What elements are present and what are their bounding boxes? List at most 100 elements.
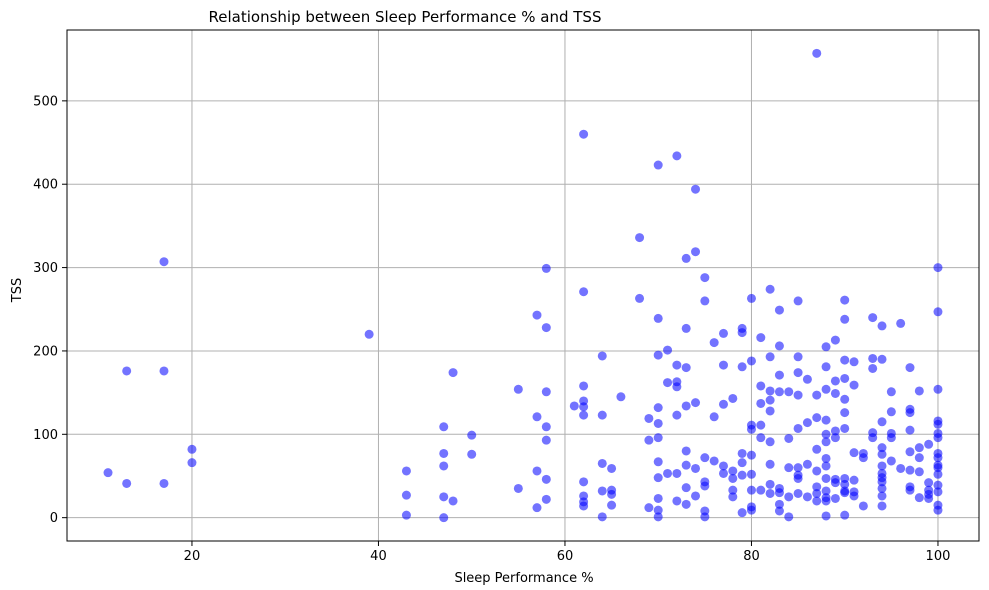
- data-point: [597, 486, 607, 496]
- x-tick-label: 40: [370, 549, 387, 564]
- data-point: [774, 305, 784, 315]
- data-point: [812, 413, 822, 423]
- data-point: [933, 307, 943, 317]
- data-point: [439, 422, 449, 432]
- data-point: [672, 468, 682, 478]
- data-points: [103, 48, 943, 523]
- data-point: [718, 461, 728, 471]
- data-point: [812, 496, 822, 506]
- data-point: [597, 410, 607, 420]
- data-point: [877, 449, 887, 459]
- data-point: [159, 478, 169, 488]
- data-point: [933, 463, 943, 473]
- data-point: [849, 475, 859, 485]
- data-point: [812, 488, 822, 498]
- data-point: [877, 354, 887, 364]
- data-point: [691, 247, 701, 257]
- data-point: [579, 477, 589, 487]
- data-point: [401, 490, 411, 500]
- data-point: [663, 468, 673, 478]
- data-point: [653, 457, 663, 467]
- data-point: [830, 478, 840, 488]
- data-point: [448, 368, 458, 378]
- chart-title: Relationship between Sleep Performance %…: [209, 8, 602, 26]
- data-point: [737, 508, 747, 518]
- data-point: [728, 485, 738, 495]
- data-point: [765, 406, 775, 416]
- data-point: [653, 493, 663, 503]
- data-point: [700, 512, 710, 522]
- data-point: [840, 488, 850, 498]
- data-point: [896, 318, 906, 328]
- data-point: [933, 505, 943, 515]
- data-point: [905, 485, 915, 495]
- data-point: [681, 401, 691, 411]
- data-point: [569, 401, 579, 411]
- data-point: [746, 469, 756, 479]
- data-point: [541, 323, 551, 333]
- data-point: [840, 394, 850, 404]
- data-point: [709, 412, 719, 422]
- data-point: [541, 435, 551, 445]
- data-point: [886, 407, 896, 417]
- data-point: [681, 499, 691, 509]
- data-point: [681, 483, 691, 493]
- data-point: [700, 481, 710, 491]
- data-point: [896, 463, 906, 473]
- data-point: [728, 473, 738, 483]
- data-point: [718, 399, 728, 409]
- data-point: [364, 329, 374, 339]
- data-point: [541, 263, 551, 273]
- data-point: [830, 426, 840, 436]
- data-point: [812, 48, 822, 58]
- data-point: [821, 453, 831, 463]
- data-point: [737, 328, 747, 338]
- data-point: [653, 473, 663, 483]
- data-point: [700, 273, 710, 283]
- data-point: [914, 493, 924, 503]
- data-point: [774, 341, 784, 351]
- data-point: [597, 458, 607, 468]
- data-point: [933, 384, 943, 394]
- data-point: [681, 363, 691, 373]
- data-point: [439, 492, 449, 502]
- data-point: [765, 352, 775, 362]
- data-point: [858, 453, 868, 463]
- data-point: [821, 415, 831, 425]
- data-point: [579, 381, 589, 391]
- data-point: [681, 460, 691, 470]
- data-point: [653, 160, 663, 170]
- axis-ticks: 20 40 60 80 100 0 100 200 300 400 500: [33, 94, 950, 564]
- data-point: [924, 478, 934, 488]
- data-point: [579, 501, 589, 511]
- data-point: [886, 456, 896, 466]
- data-point: [821, 511, 831, 521]
- data-point: [886, 387, 896, 397]
- data-point: [737, 362, 747, 372]
- x-axis-label: Sleep Performance %: [454, 571, 593, 586]
- data-point: [933, 419, 943, 429]
- data-point: [877, 417, 887, 427]
- data-point: [840, 314, 850, 324]
- data-point: [737, 448, 747, 458]
- data-point: [765, 459, 775, 469]
- data-point: [513, 483, 523, 493]
- data-point: [784, 433, 794, 443]
- y-tick-label: 300: [33, 261, 58, 276]
- data-point: [774, 506, 784, 516]
- data-point: [728, 393, 738, 403]
- data-point: [681, 253, 691, 263]
- data-point: [765, 479, 775, 489]
- data-point: [746, 485, 756, 495]
- data-point: [401, 510, 411, 520]
- data-point: [737, 458, 747, 468]
- data-point: [933, 453, 943, 463]
- data-point: [691, 184, 701, 194]
- data-point: [644, 435, 654, 445]
- data-point: [653, 433, 663, 443]
- data-point: [681, 323, 691, 333]
- x-tick-label: 80: [743, 549, 760, 564]
- data-point: [635, 233, 645, 243]
- y-tick-label: 0: [50, 511, 58, 526]
- data-point: [607, 500, 617, 510]
